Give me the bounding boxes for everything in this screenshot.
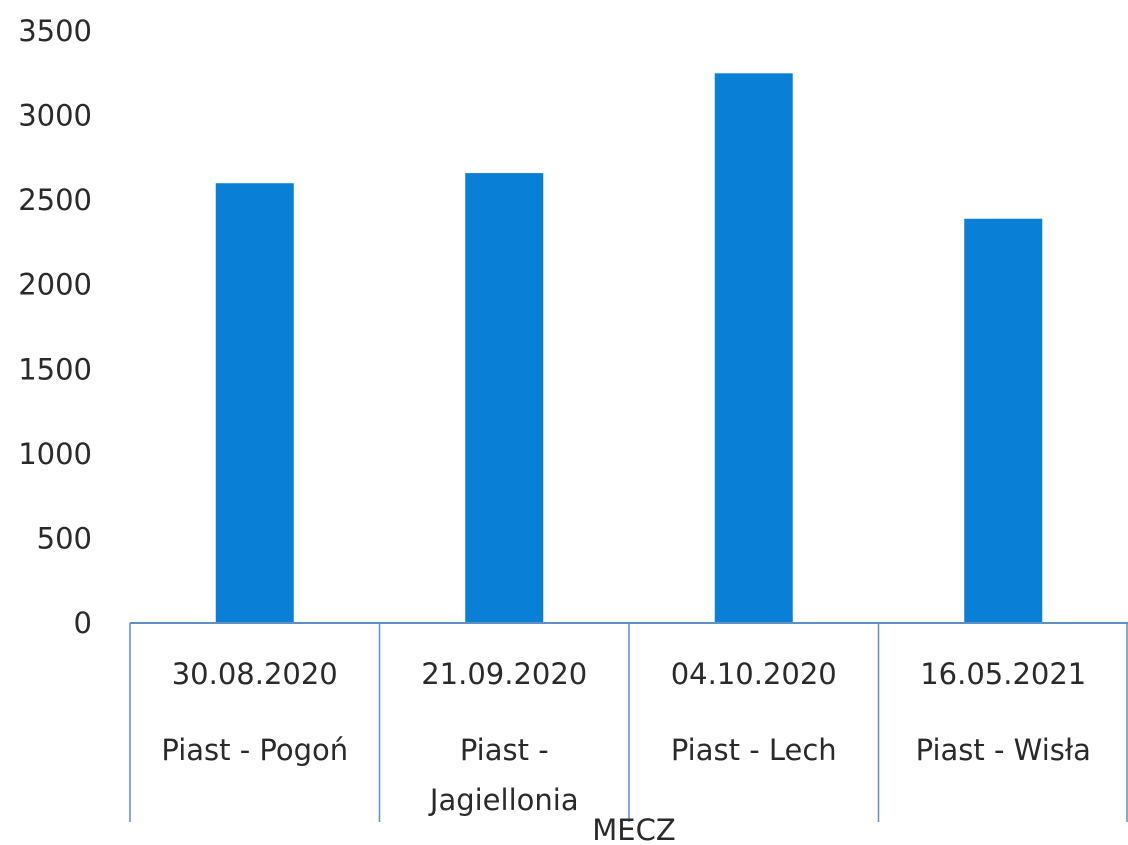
y-tick-label: 3500 (18, 14, 92, 48)
category-match-label: Piast - (460, 733, 549, 767)
bars (215, 73, 1043, 624)
category-date-label: 16.05.2021 (920, 657, 1086, 691)
y-tick-label: 2500 (18, 183, 92, 217)
y-tick-label: 3000 (18, 99, 92, 133)
y-tick-label: 500 (37, 521, 92, 555)
x-axis (129, 622, 1128, 822)
category-labels: 30.08.2020 Piast - Pogoń 21.09.2020 Piast -… (161, 657, 1091, 817)
y-tick-label: 2000 (18, 268, 92, 302)
bar (964, 218, 1043, 623)
category-match-label: Piast - Pogoń (161, 733, 348, 767)
category-date-label: 04.10.2020 (671, 657, 837, 691)
bar (215, 183, 294, 623)
x-axis-title: MECZ (592, 813, 675, 845)
category-match-label: Piast - Lech (671, 733, 837, 767)
y-tick-label: 1500 (18, 352, 92, 386)
y-tick-label: 1000 (18, 437, 92, 471)
bar (714, 73, 793, 624)
y-tick-label: 0 (74, 606, 92, 640)
category-date-label: 30.08.2020 (172, 657, 338, 691)
category-match-label: Piast - Wisła (916, 733, 1091, 767)
category-match-label: Jagiellonia (428, 783, 579, 817)
bar (465, 173, 544, 623)
y-axis-ticks: 0 500 1000 1500 2000 2500 3000 3500 (18, 14, 92, 640)
category-date-label: 21.09.2020 (421, 657, 587, 691)
